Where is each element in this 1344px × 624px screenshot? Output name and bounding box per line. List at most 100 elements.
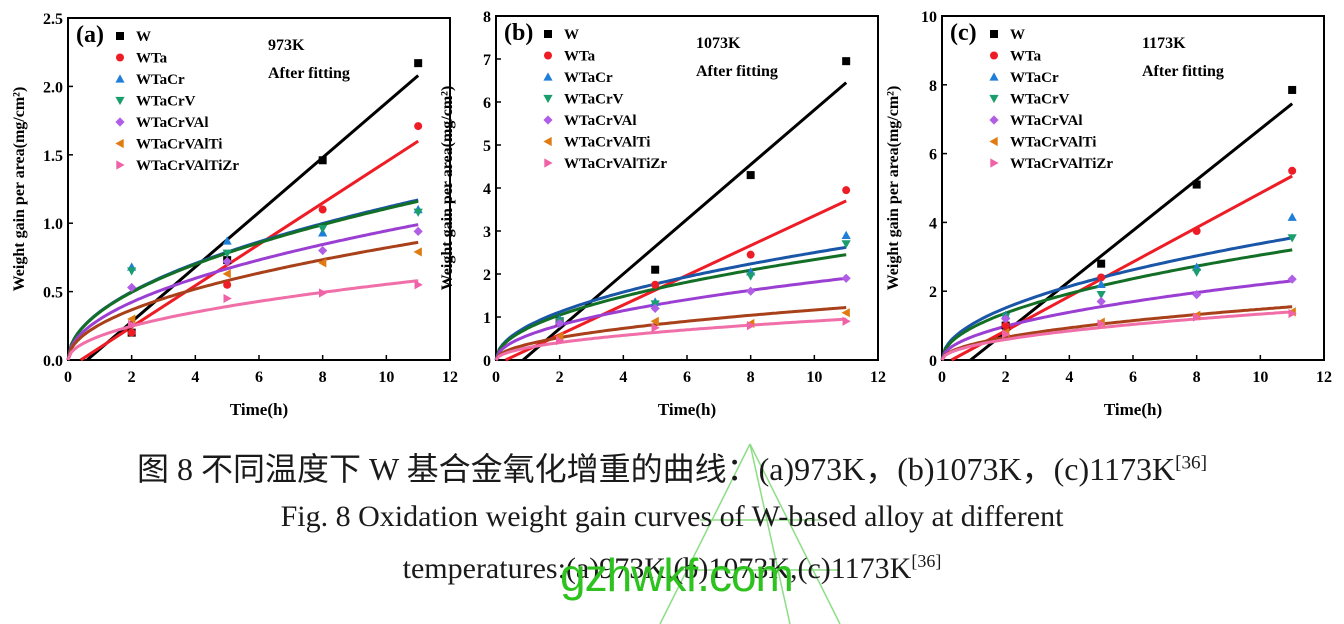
data-point-w (746, 171, 755, 180)
data-point-wtacrvaltizr (651, 323, 660, 333)
data-point-wta (1001, 321, 1010, 330)
x-tick-label: 8 (747, 369, 755, 386)
fit-line-wtacrv (66, 199, 419, 361)
y-tick-label: 2 (483, 267, 491, 284)
temperature-label: 973K (268, 37, 305, 54)
x-tick-label: 10 (378, 369, 394, 386)
legend-label: WTaCrVAlTiZr (1010, 156, 1113, 172)
legend-label: WTaCrVAl (564, 113, 637, 129)
y-tick-label: 5 (483, 138, 491, 155)
fit-line-w (522, 81, 848, 362)
y-tick-label: 7 (483, 52, 491, 69)
fit-line-wtacrval (494, 276, 847, 361)
fit-line-wtacrval (940, 279, 1293, 361)
data-point-wtacrval (318, 245, 328, 256)
data-point-wtacrval (1096, 296, 1106, 307)
y-tick-label: 4 (929, 215, 937, 232)
data-point-wtacrv (127, 267, 137, 276)
data-point-wta (1097, 273, 1106, 282)
x-tick-label: 4 (191, 369, 199, 386)
x-tick-label: 8 (319, 369, 327, 386)
legend-marker-wtacrvalti (989, 136, 998, 147)
x-tick-label: 2 (128, 369, 136, 386)
data-point-wta (746, 250, 755, 259)
data-point-wtacrv (318, 224, 328, 234)
fit-line-w (86, 74, 420, 362)
fit-annotation: After fitting (1142, 63, 1224, 80)
data-point-wtacrvalti (318, 258, 327, 268)
data-point-w (1288, 85, 1297, 94)
data-point-wtacr (222, 236, 232, 245)
data-point-wtacrvalti (413, 247, 422, 257)
legend-label: WTaCr (1010, 70, 1059, 86)
data-point-wtacrv (222, 249, 232, 258)
y-axis-label: Weight gain per area(mg/cm²) (11, 87, 28, 292)
x-tick-label: 6 (255, 369, 263, 386)
data-point-wtacrvaltizr (414, 280, 423, 290)
legend-marker-wtacrvalti (115, 138, 124, 149)
x-tick-label: 0 (64, 369, 72, 386)
legend-label: W (1010, 27, 1025, 43)
x-tick-label: 0 (938, 369, 946, 386)
data-point-w (1192, 180, 1201, 189)
data-point-wtacrvaltizr (318, 288, 328, 298)
legend-label: WTaCrVAlTi (136, 137, 222, 153)
legend-label: WTa (136, 51, 168, 67)
panel-label: (a) (76, 22, 104, 48)
data-point-w (842, 57, 851, 66)
legend-marker-wtacrval (989, 115, 999, 125)
data-point-wtacrv (413, 208, 423, 217)
watermark-stroke (659, 443, 841, 624)
legend-label: WTaCrVAlTiZr (136, 158, 239, 174)
data-point-w (651, 265, 660, 274)
y-tick-label: 0.5 (43, 285, 63, 302)
fit-line-wtacrvaltizr (940, 310, 1293, 361)
data-point-wtacrvalti (650, 316, 659, 326)
oxidation-charts: 0 2 4 6 8 10 120.00.51.01.52.02.5Time(h)Weight… (11, 9, 1332, 419)
y-tick-label: 2 (929, 284, 937, 301)
panel-label: (b) (504, 20, 533, 46)
x-tick-label: 4 (1065, 369, 1073, 386)
x-tick-label: 8 (1193, 369, 1201, 386)
data-point-wtacrvalti (555, 331, 564, 341)
y-tick-label: 8 (929, 78, 937, 95)
legend-label: WTaCrVAlTi (1010, 135, 1096, 151)
fit-line-wtacr (940, 236, 1293, 361)
legend-marker-wta (990, 51, 998, 60)
data-point-wtacrv (746, 272, 756, 281)
x-tick-label: 0 (492, 369, 500, 386)
data-point-wtacrvaltizr (746, 321, 756, 331)
data-point-wtacrval (650, 303, 660, 313)
y-tick-label: 1.5 (43, 148, 63, 165)
legend-label: WTaCrVAlTi (564, 135, 650, 151)
fit-line-wtacr (66, 198, 419, 361)
legend-label: WTa (564, 49, 596, 65)
data-point-wtacrvaltizr (127, 319, 137, 330)
caption-en-reference: [36] (911, 551, 942, 571)
figure-caption-english-line2: temperatures:(a)973K,(b)1073K,(c)1173K[3… (0, 552, 1344, 586)
legend-label: WTaCrVAl (136, 115, 209, 131)
data-point-wtacrval (222, 256, 232, 267)
legend-marker-wtacrv (989, 94, 999, 104)
legend-label: WTaCr (136, 72, 185, 88)
fit-line-wtacrvalti (66, 240, 419, 361)
legend-marker-wtacrvaltizr (990, 158, 999, 168)
data-point-wtacrvaltizr (1001, 329, 1011, 339)
x-axis-label: Time(h) (1104, 400, 1162, 419)
fit-line-w (969, 102, 1294, 362)
data-point-wtacrv (1096, 290, 1106, 300)
y-tick-label: 3 (483, 224, 491, 241)
data-point-wtacrval (1001, 314, 1011, 324)
y-tick-label: 1 (483, 310, 491, 327)
data-point-wtacrval (555, 318, 565, 329)
x-tick-label: 2 (556, 369, 564, 386)
fit-line-wtacrval (66, 223, 419, 361)
y-tick-label: 10 (921, 9, 937, 26)
fit-line-wtacrv (494, 253, 847, 361)
legend-marker-wtacr (115, 74, 125, 83)
watermark-text: gzhwkf.com (560, 549, 794, 601)
legend-label: W (564, 27, 579, 43)
legend-marker-wtacr (543, 72, 553, 81)
data-point-wtacrval (413, 226, 423, 237)
data-point-wtacrval (841, 273, 851, 283)
